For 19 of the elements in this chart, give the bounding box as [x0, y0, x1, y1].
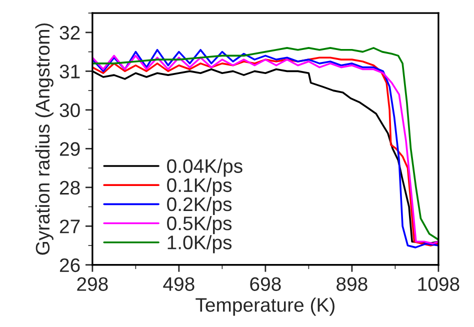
x-tick-label: 1098: [418, 277, 460, 291]
legend-label: 0.1K/ps: [167, 178, 232, 196]
legend-label: 0.2K/ps: [167, 196, 232, 216]
y-axis-title: Gyration radius (Angstrom): [35, 23, 54, 255]
y-tick-label: 29: [60, 142, 80, 156]
y-tick-label: 30: [60, 103, 80, 118]
x-tick-label: 898: [336, 277, 368, 291]
y-tick-label: 32: [60, 26, 80, 40]
y-tick-label: 27: [60, 220, 80, 234]
y-tick-label: 28: [60, 180, 80, 195]
y-tick-label: 26: [60, 258, 80, 272]
legend-label: 1.0K/ps: [168, 235, 232, 254]
legend-label: 0.04K/ps: [167, 158, 242, 177]
x-tick-label: 698: [250, 277, 281, 291]
y-tick-label: 31: [60, 64, 80, 78]
legend-label: 0.5K/ps: [167, 216, 232, 234]
x-tick-label: 498: [163, 277, 194, 291]
x-tick-label: 298: [77, 277, 108, 291]
x-axis-title: Temperature (K): [196, 298, 334, 316]
